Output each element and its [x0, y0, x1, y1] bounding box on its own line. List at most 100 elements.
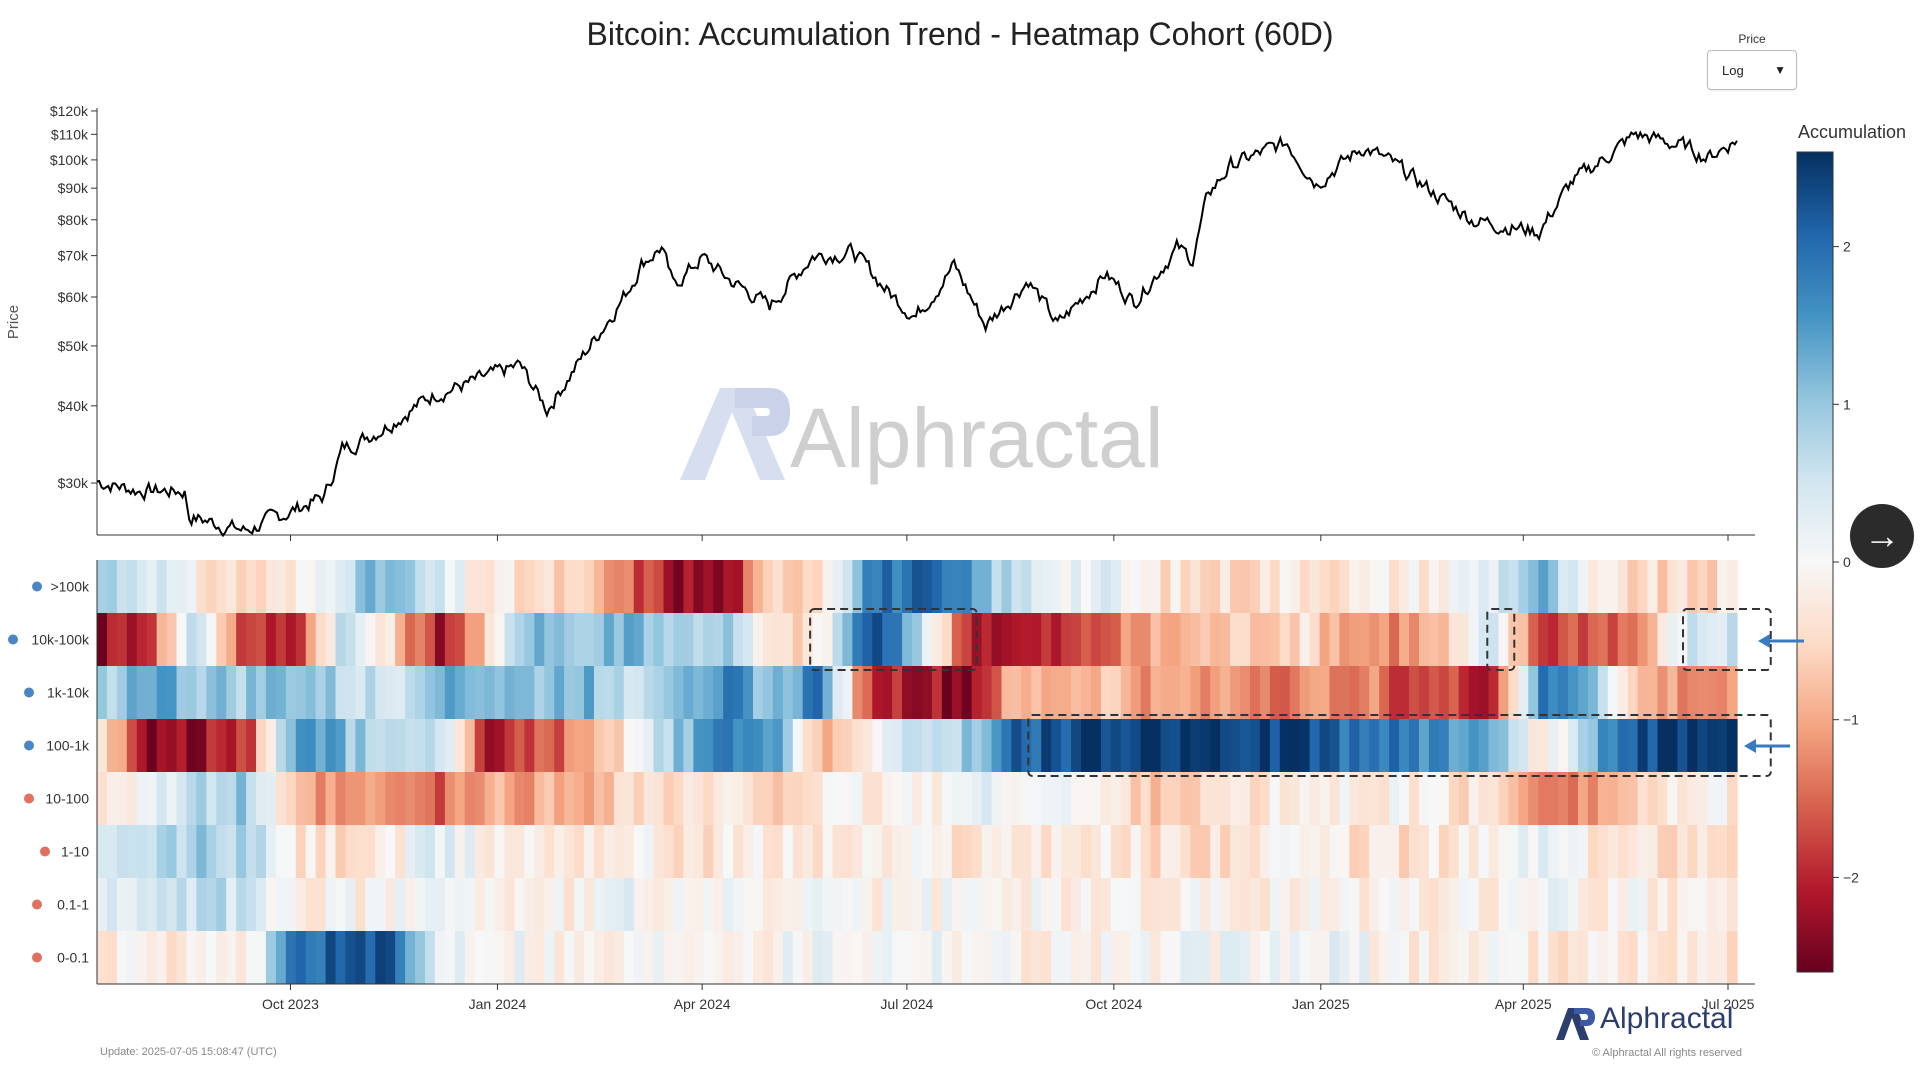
- heatmap-cell: [325, 560, 337, 613]
- heatmap-cell: [1637, 931, 1649, 984]
- heatmap-cell: [1399, 772, 1410, 825]
- caret-down-icon: ▼: [1774, 63, 1786, 77]
- heatmap-cell: [593, 878, 605, 931]
- cohort-animal-icon: [32, 952, 42, 963]
- heatmap-cell: [405, 719, 416, 772]
- heatmap-cell: [872, 878, 883, 931]
- heatmap-cell: [126, 719, 138, 772]
- next-arrow-button[interactable]: →: [1850, 504, 1914, 568]
- heatmap-cell: [1269, 931, 1281, 984]
- heatmap-cell: [1568, 878, 1579, 931]
- heatmap-cell: [1359, 613, 1370, 666]
- heatmap-cell: [1438, 719, 1450, 772]
- heatmap-cell: [1130, 931, 1142, 984]
- heatmap-cell: [474, 825, 486, 878]
- heatmap-cell: [1677, 560, 1688, 613]
- heatmap-cell: [892, 666, 903, 719]
- heatmap-cell: [921, 560, 933, 613]
- heatmap-cell: [355, 772, 366, 825]
- heatmap-cell: [405, 931, 416, 984]
- heatmap-cell: [1339, 931, 1350, 984]
- heatmap-cell: [574, 772, 585, 825]
- heatmap-cell: [673, 613, 685, 666]
- heatmap-cell: [1001, 666, 1013, 719]
- heatmap-cell: [1289, 560, 1301, 613]
- heatmap-cell: [1021, 613, 1032, 666]
- heatmap-cell: [1657, 825, 1669, 878]
- cohort-animal-icon: [24, 793, 34, 804]
- heatmap-cell: [335, 666, 347, 719]
- heatmap-cell: [454, 719, 466, 772]
- heatmap-cell: [256, 560, 267, 613]
- heatmap-cell: [166, 613, 178, 666]
- heatmap-cell: [1061, 560, 1072, 613]
- heatmap-cell: [961, 613, 973, 666]
- heatmap-cell: [375, 613, 386, 666]
- heatmap-cell: [723, 613, 734, 666]
- heatmap-cell: [822, 772, 834, 825]
- heatmap-cell: [872, 772, 883, 825]
- heatmap-cell: [931, 560, 943, 613]
- heatmap-cell: [226, 878, 237, 931]
- heatmap-cell: [375, 825, 386, 878]
- heatmap-cell: [156, 825, 168, 878]
- heatmap-cell: [941, 560, 953, 613]
- heatmap-cell: [1081, 772, 1092, 825]
- heatmap-cell: [1667, 560, 1678, 613]
- heatmap-cell: [1031, 772, 1042, 825]
- heatmap-cell: [325, 613, 337, 666]
- price-series-line: [96, 130, 1738, 538]
- heatmap-cell: [782, 825, 794, 878]
- heatmap-cell: [146, 613, 158, 666]
- cohort-animal-icon: [32, 899, 42, 910]
- colorbar-tick-label: −1: [1843, 712, 1859, 728]
- heatmap-cell: [1727, 931, 1738, 984]
- heatmap-cell: [1220, 878, 1231, 931]
- heatmap-cell: [1577, 666, 1589, 719]
- heatmap-cell: [136, 613, 148, 666]
- price-scale-dropdown[interactable]: Log ▼: [1707, 50, 1797, 90]
- heatmap-cell: [1359, 931, 1370, 984]
- price-scale-selector[interactable]: Price Log ▼: [1707, 32, 1797, 90]
- heatmap-cell: [1409, 666, 1420, 719]
- heatmap-cell: [862, 613, 873, 666]
- heatmap-cell: [1349, 613, 1360, 666]
- heatmap-cell: [256, 878, 267, 931]
- watermark-logo-icon: [680, 388, 790, 480]
- heatmap-cell: [1110, 825, 1122, 878]
- heatmap-cell: [733, 931, 744, 984]
- heatmap-cell: [693, 613, 704, 666]
- heatmap-cell: [703, 772, 714, 825]
- heatmap-cell: [1677, 666, 1688, 719]
- heatmap-cell: [1240, 560, 1251, 613]
- heatmap-cell: [762, 931, 774, 984]
- heatmap-cell: [1170, 666, 1181, 719]
- heatmap-cell: [643, 719, 655, 772]
- row-label: 100-1k: [46, 738, 90, 754]
- heatmap-cell: [1279, 931, 1291, 984]
- heatmap-cell: [1548, 878, 1559, 931]
- heatmap-cell: [1587, 878, 1599, 931]
- heatmap-cell: [1180, 825, 1191, 878]
- heatmap-cell: [425, 666, 436, 719]
- heatmap-cell: [365, 825, 376, 878]
- heatmap-cell: [315, 560, 327, 613]
- heatmap-cell: [1369, 560, 1380, 613]
- heatmap-cell: [1110, 878, 1122, 931]
- heatmap-cell: [574, 931, 585, 984]
- heatmap-cell: [1031, 560, 1042, 613]
- heatmap-cell: [1697, 825, 1708, 878]
- heatmap-cell: [1210, 825, 1221, 878]
- heatmap-cell: [1498, 825, 1509, 878]
- heatmap-cell: [1160, 666, 1172, 719]
- heatmap-cell: [792, 719, 804, 772]
- heatmap-cell: [961, 666, 973, 719]
- heatmap-cell: [1200, 772, 1211, 825]
- heatmap-cell: [494, 560, 506, 613]
- heatmap-cell: [852, 613, 863, 666]
- heatmap-cell: [753, 878, 764, 931]
- heatmap-cell: [1200, 560, 1211, 613]
- heatmap-cell: [991, 613, 1003, 666]
- heatmap-cell: [484, 878, 496, 931]
- heatmap-cell: [524, 719, 535, 772]
